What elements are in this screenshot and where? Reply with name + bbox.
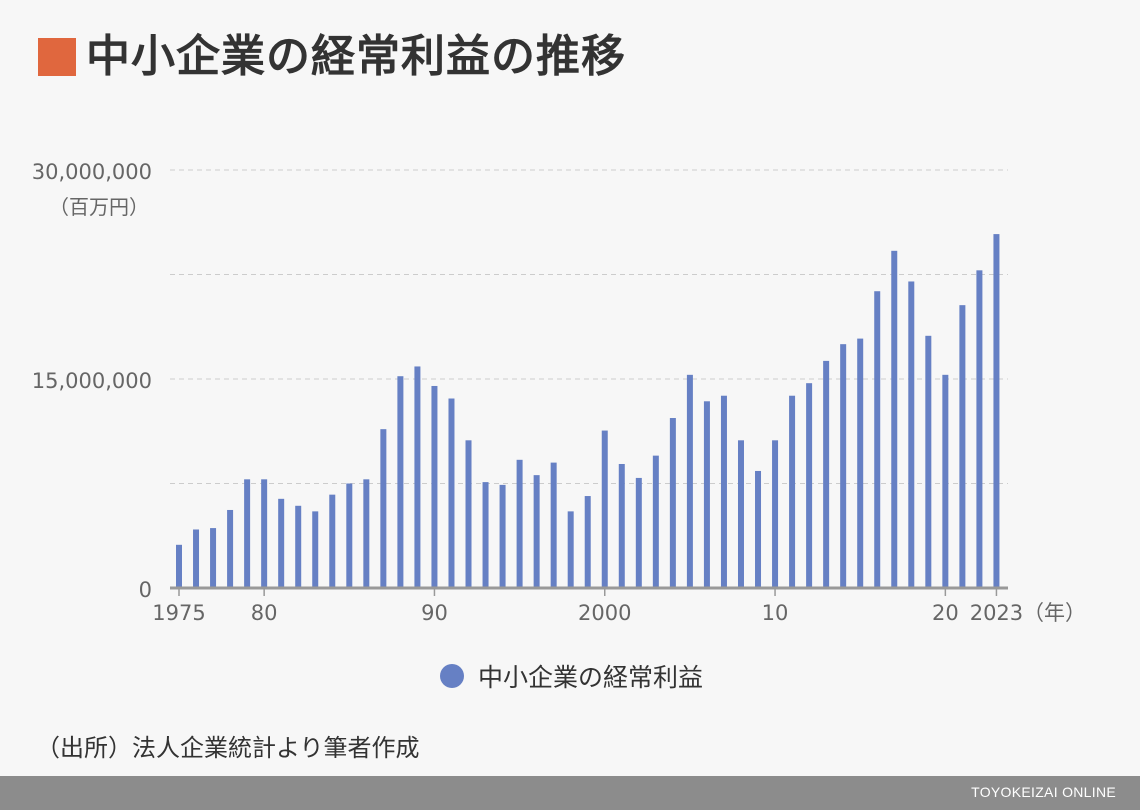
- bar: [703, 401, 710, 588]
- bar: [976, 270, 983, 588]
- x-tick-label: 80: [251, 601, 278, 625]
- bar: [346, 483, 353, 588]
- x-tick-label: 90: [421, 601, 448, 625]
- legend-marker: [440, 664, 464, 688]
- bar: [567, 511, 574, 588]
- bar: [448, 398, 455, 588]
- bar: [601, 430, 608, 588]
- bar: [959, 305, 966, 588]
- bar: [806, 383, 813, 588]
- footer-bar: TOYOKEIZAI ONLINE: [0, 776, 1140, 810]
- bar: [261, 479, 268, 588]
- bar: [618, 463, 625, 588]
- bar: [227, 509, 234, 588]
- bar: [584, 496, 591, 588]
- bar: [193, 529, 200, 588]
- y-tick-label: 0: [139, 578, 152, 602]
- bar: [210, 528, 217, 588]
- bar: [380, 429, 387, 588]
- y-tick-label: 15,000,000: [32, 369, 152, 393]
- bar: [686, 374, 693, 588]
- bar: [278, 498, 285, 588]
- x-tick-label: 10: [762, 601, 789, 625]
- bar: [652, 455, 659, 588]
- bar: [908, 281, 915, 588]
- bar: [755, 470, 762, 588]
- bar: [874, 291, 881, 588]
- x-tick-label: 2023: [970, 601, 1023, 625]
- bar: [431, 385, 438, 588]
- bar: [669, 418, 676, 588]
- bar: [925, 335, 932, 588]
- x-tick-label: 2000: [578, 601, 631, 625]
- bar: [550, 462, 557, 588]
- bar: [482, 482, 489, 588]
- bar: [891, 250, 898, 588]
- bar: [295, 505, 302, 588]
- legend-label: 中小企業の経常利益: [478, 663, 704, 692]
- bar: [397, 376, 404, 588]
- bar: [942, 374, 949, 588]
- bar: [823, 360, 830, 588]
- footer-brand: TOYOKEIZAI ONLINE: [971, 784, 1116, 800]
- bar: [857, 338, 864, 588]
- x-tick-label: 1975: [152, 601, 205, 625]
- y-tick-label: 30,000,000: [32, 160, 152, 184]
- bar: [465, 440, 472, 588]
- bar: [414, 366, 421, 588]
- legend: 中小企業の経常利益: [440, 658, 703, 694]
- bar: [635, 477, 642, 588]
- y-unit-label: （百万円）: [49, 195, 149, 219]
- bar: [176, 544, 182, 588]
- bar-chart: 0 15,000,000 30,000,000 （百万円） 1975 80 90 2000 10…: [32, 160, 1086, 625]
- bar: [720, 395, 727, 588]
- title-marker-square: [38, 38, 76, 76]
- source-note: （出所）法人企業統計より筆者作成: [36, 734, 420, 762]
- bar: [244, 479, 251, 588]
- bar: [840, 344, 847, 588]
- bar: [789, 395, 796, 588]
- x-tick-label: 20: [932, 601, 959, 625]
- bar: [533, 475, 540, 588]
- bar: [737, 440, 744, 588]
- bar: [772, 440, 779, 588]
- bar: [312, 511, 319, 588]
- bar: [993, 234, 1000, 589]
- chart-title: 中小企業の経常利益の推移: [86, 31, 626, 82]
- bar: [499, 484, 506, 588]
- x-unit-label: （年）: [1023, 601, 1086, 625]
- bar: [329, 494, 336, 588]
- bar: [516, 459, 523, 588]
- chart-title-row: 中小企業の経常利益の推移: [38, 32, 626, 82]
- bar: [363, 479, 370, 588]
